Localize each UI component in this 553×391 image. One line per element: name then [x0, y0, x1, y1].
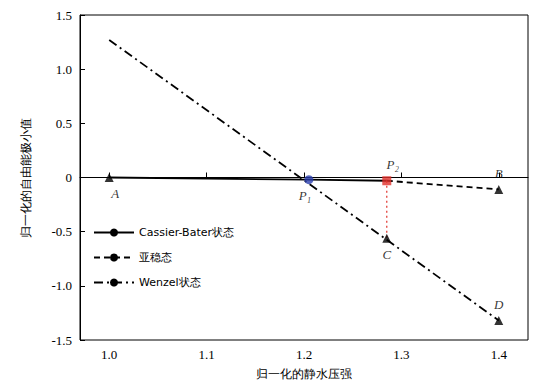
svg-text:1.5: 1.5 [56, 8, 72, 23]
svg-text:1.0: 1.0 [101, 347, 117, 362]
svg-text:-1.5: -1.5 [51, 333, 72, 348]
svg-text:归一化的自由能极小值: 归一化的自由能极小值 [19, 118, 33, 238]
svg-text:亚稳态: 亚稳态 [139, 251, 172, 264]
svg-text:C: C [382, 247, 391, 262]
svg-text:Cassier-Bater状态: Cassier-Bater状态 [139, 226, 234, 239]
svg-text:1.0: 1.0 [56, 62, 72, 77]
svg-text:0.5: 0.5 [56, 116, 72, 131]
svg-text:0: 0 [66, 170, 73, 185]
svg-text:-0.5: -0.5 [51, 224, 72, 239]
svg-text:1.4: 1.4 [491, 347, 508, 362]
svg-text:-1.0: -1.0 [51, 278, 72, 293]
svg-text:1.2: 1.2 [296, 347, 312, 362]
svg-text:D: D [493, 297, 504, 312]
svg-text:P₁: P₁ [298, 188, 311, 203]
svg-text:B: B [495, 166, 503, 181]
svg-text:Wenzel状态: Wenzel状态 [139, 276, 201, 289]
svg-text:P₂: P₂ [386, 157, 400, 172]
svg-text:归一化的静水压强: 归一化的静水压强 [256, 367, 352, 381]
svg-text:A: A [110, 186, 119, 201]
svg-text:1.1: 1.1 [198, 347, 214, 362]
svg-text:1.3: 1.3 [393, 347, 409, 362]
